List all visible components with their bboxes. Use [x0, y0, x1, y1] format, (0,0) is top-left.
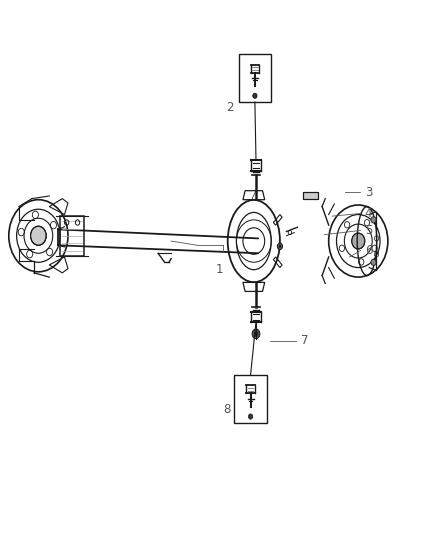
Bar — [234, 375, 267, 423]
Bar — [239, 54, 271, 102]
Circle shape — [248, 414, 253, 419]
Bar — [60, 216, 84, 256]
Circle shape — [352, 233, 365, 249]
Text: 8: 8 — [223, 403, 231, 416]
Bar — [303, 192, 318, 199]
Circle shape — [253, 93, 257, 99]
Text: 7: 7 — [301, 334, 308, 347]
Circle shape — [277, 243, 283, 249]
Circle shape — [252, 329, 260, 338]
Circle shape — [279, 245, 281, 247]
Text: 4: 4 — [365, 207, 372, 220]
Text: 1: 1 — [215, 263, 223, 276]
Text: 3: 3 — [365, 186, 372, 199]
Circle shape — [371, 216, 376, 223]
Text: 2: 2 — [226, 101, 233, 114]
Text: 6: 6 — [365, 244, 372, 257]
Circle shape — [371, 259, 376, 265]
Circle shape — [254, 332, 258, 336]
Bar — [303, 192, 318, 199]
Text: 5: 5 — [365, 224, 372, 237]
Circle shape — [31, 226, 46, 245]
